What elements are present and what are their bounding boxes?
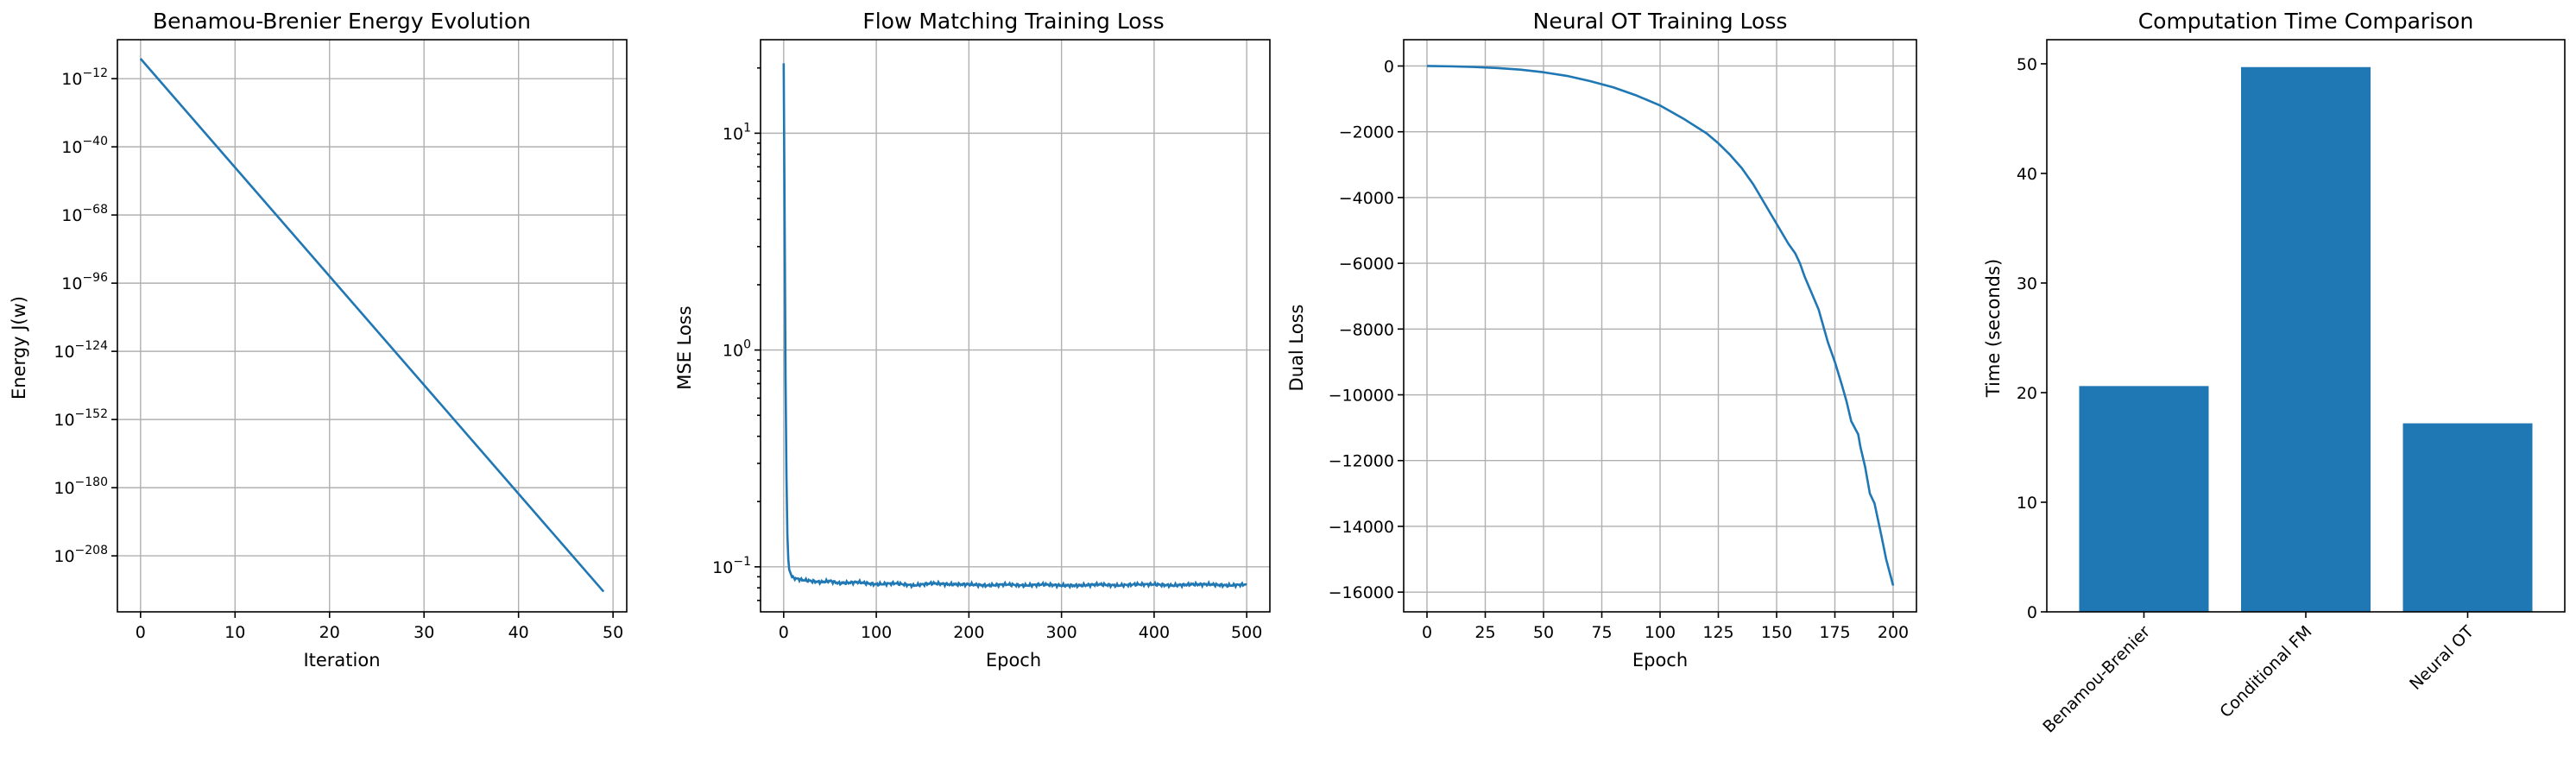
energy-chart-title: Benamou-Brenier Energy Evolution xyxy=(153,9,531,34)
neural-ot-chart-y-tick-label: −4000 xyxy=(1339,189,1394,208)
neural-ot-chart-title: Neural OT Training Loss xyxy=(1533,9,1788,34)
neural-ot-chart-x-tick-label: 125 xyxy=(1702,623,1733,642)
flow-matching-chart-x-label: Epoch xyxy=(986,650,1041,671)
energy-chart-x-tick-label: 10 xyxy=(224,623,245,642)
computation-time-chart-bar xyxy=(2241,66,2371,613)
flow-matching-chart-x-tick-label: 200 xyxy=(953,623,984,642)
neural-ot-chart-y-tick-label: −12000 xyxy=(1329,452,1394,471)
energy-chart-y-tick-label: 10−96 xyxy=(61,271,108,293)
energy-chart: 0 10 20 30 40 50 10−12 10−40 10−68 10−96 10−124 10−… xyxy=(9,9,628,671)
energy-chart-frame xyxy=(117,39,628,613)
neural-ot-chart-y-tick-label: −6000 xyxy=(1339,255,1394,274)
neural-ot-chart-frame xyxy=(1403,39,1917,613)
neural-ot-chart-y-label: Dual Loss xyxy=(1286,305,1307,392)
neural-ot-chart-y-tick-label: −16000 xyxy=(1329,583,1394,602)
flow-matching-chart-x-tick-label: 300 xyxy=(1046,623,1077,642)
computation-time-chart-y-tick-label: 20 xyxy=(2017,384,2037,403)
computation-time-chart-bar xyxy=(2079,386,2209,612)
energy-chart-x-tick-label: 40 xyxy=(508,623,529,642)
flow-matching-chart-title: Flow Matching Training Loss xyxy=(862,9,1164,34)
energy-chart-y-tick-label: 10−68 xyxy=(61,203,108,225)
energy-chart-x-tick-label: 30 xyxy=(414,623,434,642)
neural-ot-chart-x-tick-label: 100 xyxy=(1645,623,1676,642)
flow-matching-chart-series-line xyxy=(782,63,1247,590)
flow-matching-chart-frame xyxy=(760,39,1271,613)
flow-matching-chart-x-tick-label: 100 xyxy=(861,623,892,642)
energy-chart-grid xyxy=(117,40,627,612)
flow-matching-chart-y-label: MSE Loss xyxy=(674,305,695,389)
energy-chart-y-tick-label: 10−152 xyxy=(54,407,108,430)
computation-time-chart-y-tick-label: 50 xyxy=(2017,55,2037,74)
computation-time-chart-y-tick-label: 0 xyxy=(2027,603,2037,622)
flow-matching-chart-y-tick-label: 101 xyxy=(723,121,751,143)
neural-ot-chart-y-tick-label: −14000 xyxy=(1329,518,1394,537)
computation-time-chart-y-tick-label: 30 xyxy=(2017,274,2037,293)
computation-time-chart-marks xyxy=(2079,66,2533,613)
neural-ot-chart-series-line xyxy=(1426,65,1895,586)
flow-matching-chart: 0 100 200 300 400 500 101 100 10−1 Flow Matching… xyxy=(674,9,1271,671)
flow-matching-chart-marks xyxy=(782,63,1247,590)
computation-time-chart-y-label: Time (seconds) xyxy=(1983,259,2004,398)
neural-ot-chart-x-label: Epoch xyxy=(1632,650,1688,671)
neural-ot-chart-x-tick-label: 25 xyxy=(1474,623,1495,642)
energy-chart-x-tick-label: 50 xyxy=(603,623,623,642)
neural-ot-chart-y-tick-label: −8000 xyxy=(1339,320,1394,339)
neural-ot-chart-x-tick-label: 150 xyxy=(1761,623,1792,642)
flow-matching-chart-x-tick-label: 400 xyxy=(1139,623,1170,642)
neural-ot-chart-y-tick-label: −10000 xyxy=(1329,387,1394,406)
flow-matching-chart-x-tick-label: 500 xyxy=(1231,623,1262,642)
energy-chart-x-tick-label: 20 xyxy=(319,623,340,642)
neural-ot-chart-grid xyxy=(1404,40,1916,612)
energy-chart-x-label: Iteration xyxy=(303,650,380,671)
flow-matching-chart-y-tick-label: 100 xyxy=(723,338,751,361)
neural-ot-chart-x-tick-label: 200 xyxy=(1878,623,1909,642)
flow-matching-chart-axes: 0 100 200 300 400 500 101 100 10−1 xyxy=(712,39,1271,642)
neural-ot-chart-y-tick-label: 0 xyxy=(1384,57,1394,76)
neural-ot-chart-y-tick-label: −2000 xyxy=(1339,123,1394,142)
neural-ot-chart-x-tick-label: 75 xyxy=(1591,623,1612,642)
computation-time-chart-bar xyxy=(2402,423,2533,612)
energy-chart-y-label: Energy J(w) xyxy=(9,296,29,400)
neural-ot-chart-marks xyxy=(1426,65,1895,586)
computation-time-chart-y-tick-label: 40 xyxy=(2017,165,2037,184)
computation-time-chart-frame xyxy=(2046,39,2566,613)
neural-ot-chart-x-tick-label: 50 xyxy=(1533,623,1554,642)
flow-matching-chart-y-tick-label: 10−1 xyxy=(712,555,751,577)
energy-chart-axes: 0 10 20 30 40 50 10−12 10−40 10−68 10−96 10−124 10−… xyxy=(54,39,628,642)
neural-ot-chart-x-tick-label: 0 xyxy=(1422,623,1432,642)
energy-chart-y-tick-label: 10−208 xyxy=(54,544,108,566)
energy-chart-series-line xyxy=(139,58,605,593)
energy-chart-y-tick-label: 10−124 xyxy=(54,339,108,362)
computation-time-chart-title: Computation Time Comparison xyxy=(2138,9,2474,34)
neural-ot-chart: 0 25 50 75 100 125 150 175 200 0 −2000 −4000 −6000 −8… xyxy=(1286,9,1917,671)
energy-chart-y-tick-label: 10−12 xyxy=(61,66,108,89)
energy-chart-marks xyxy=(139,58,605,593)
energy-chart-y-tick-label: 10−40 xyxy=(61,135,108,157)
energy-chart-y-tick-label: 10−180 xyxy=(54,475,108,498)
energy-chart-x-tick-label: 0 xyxy=(136,623,146,642)
flow-matching-chart-x-tick-label: 0 xyxy=(779,623,789,642)
neural-ot-chart-axes: 0 25 50 75 100 125 150 175 200 0 −2000 −4000 −6000 −8… xyxy=(1329,39,1917,642)
neural-ot-chart-x-tick-label: 175 xyxy=(1819,623,1850,642)
computation-time-chart-y-tick-label: 10 xyxy=(2017,494,2037,513)
